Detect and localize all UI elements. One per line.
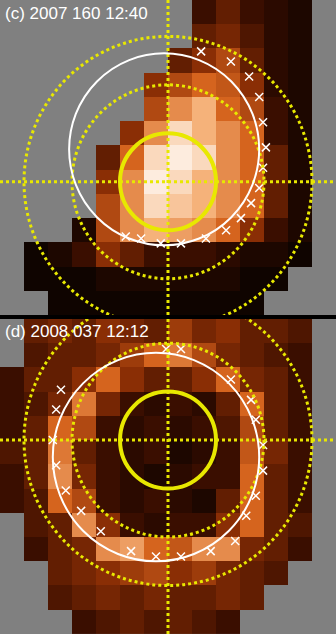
svg-text:(c) 2007 160 12:40: (c) 2007 160 12:40 — [5, 4, 148, 23]
svg-text:(d) 2008 037 12:12: (d) 2008 037 12:12 — [5, 322, 149, 341]
